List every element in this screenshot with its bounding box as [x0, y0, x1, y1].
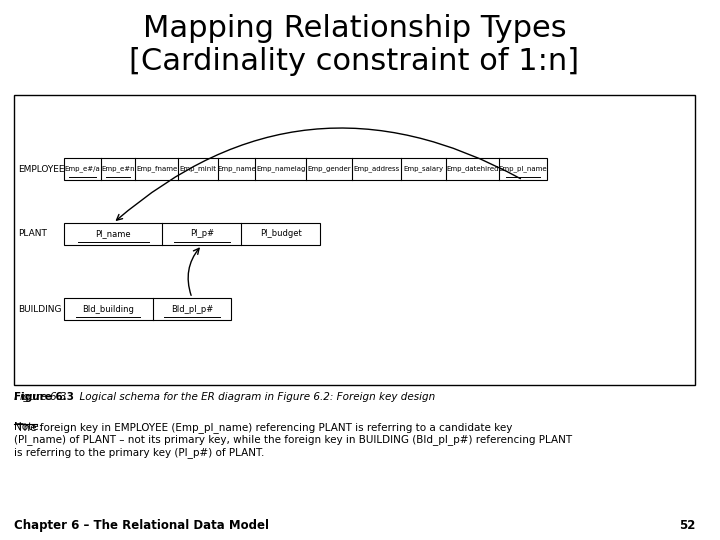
Text: Emp_datehired: Emp_datehired [446, 166, 499, 172]
Text: Emp_salary: Emp_salary [403, 166, 444, 172]
Text: Pl_p#: Pl_p# [190, 230, 214, 239]
Text: The foreign key in EMPLOYEE (Emp_pl_name) referencing PLANT is referring to a ca: The foreign key in EMPLOYEE (Emp_pl_name… [14, 422, 572, 458]
Text: Emp_gender: Emp_gender [307, 166, 351, 172]
Bar [64, 223, 320, 245]
Text: Emp_address: Emp_address [353, 166, 400, 172]
Text: Emp_fname: Emp_fname [136, 166, 177, 172]
Text: Emp_e#n: Emp_e#n [102, 166, 135, 172]
Text: Pl_name: Pl_name [96, 230, 131, 239]
Text: Note:: Note: [14, 422, 42, 432]
Text: Figure 6.3: Figure 6.3 [14, 392, 73, 402]
Text: Bld_pl_p#: Bld_pl_p# [171, 305, 213, 314]
Bar [64, 158, 546, 180]
Text: Chapter 6 – The Relational Data Model: Chapter 6 – The Relational Data Model [14, 519, 269, 532]
Text: PLANT: PLANT [18, 230, 47, 239]
Text: Bld_building: Bld_building [82, 305, 134, 314]
Text: BUILDING: BUILDING [18, 305, 61, 314]
Text: Emp_e#/a: Emp_e#/a [65, 166, 101, 172]
Text: Pl_budget: Pl_budget [260, 230, 302, 239]
Bar [14, 95, 696, 385]
Text: 52: 52 [679, 519, 696, 532]
Text: Mapping Relationship Types
[Cardinality constraint of 1:n]: Mapping Relationship Types [Cardinality … [130, 14, 580, 76]
Text: EMPLOYEE: EMPLOYEE [18, 165, 64, 173]
Bar [64, 298, 231, 320]
Text: Emp_minit: Emp_minit [179, 166, 217, 172]
Text: Emp_name: Emp_name [217, 166, 256, 172]
Text: Emp_namelag: Emp_namelag [256, 166, 305, 172]
Text: Emp_pl_name: Emp_pl_name [498, 166, 547, 172]
Text: Figure 6.3    Logical schema for the ER diagram in Figure 6.2: Foreign key desig: Figure 6.3 Logical schema for the ER dia… [14, 392, 435, 402]
